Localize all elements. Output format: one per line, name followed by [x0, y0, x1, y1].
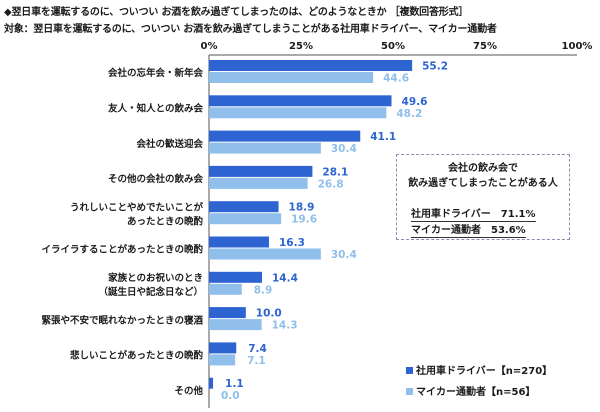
callout-heading-line: 飲み過ぎてしまったことがある人	[408, 178, 558, 189]
category-label: 友人・知人との飲み会	[107, 102, 203, 114]
x-tick-label: 25%	[289, 41, 313, 52]
data-label-driver: 41.1	[370, 131, 396, 143]
bar-commuter	[209, 354, 236, 366]
x-tick-label: 0%	[201, 41, 218, 52]
bar-driver	[209, 307, 246, 319]
category-label: 会社の歓送迎会	[136, 138, 203, 150]
category-label: イライラすることがあったときの晩酌	[41, 244, 203, 256]
category-label: （誕生日や記念日など）	[98, 286, 203, 298]
callout-row-driver: 社用車ドライバー 71.1%	[411, 205, 536, 222]
legend-item-commuter: マイカー通勤者【n=56】	[406, 383, 535, 398]
bar-commuter	[209, 177, 308, 189]
data-label-commuter: 19.6	[291, 214, 317, 226]
bar-commuter	[209, 213, 282, 225]
category-label: 緊張や不安で眠れなかったときの寝酒	[41, 314, 203, 326]
bar-driver	[209, 165, 313, 177]
data-label-driver: 7.4	[248, 343, 267, 355]
callout-box: 会社の飲み会で 飲み過ぎてしまったことがある人 社用車ドライバー 71.1% マ…	[396, 154, 570, 240]
data-label-driver: 10.0	[256, 308, 282, 320]
data-label-driver: 55.2	[422, 61, 448, 73]
category-label: うれしいことやめでたいことが	[70, 201, 204, 213]
bar-driver	[209, 130, 361, 142]
data-label-driver: 49.6	[402, 96, 428, 108]
bar-commuter	[209, 72, 374, 83]
data-label-driver: 28.1	[322, 166, 348, 178]
bar-commuter	[209, 283, 242, 295]
chart-title: ◆翌日車を運転するのに、ついつい お酒を飲み過ぎてしまったのは、どのようなときか…	[4, 7, 469, 18]
data-label-commuter: 0.0	[221, 390, 240, 402]
bar-driver	[209, 201, 279, 213]
legend-label: マイカー通勤者【n=56】	[416, 387, 536, 398]
data-label-commuter: 8.9	[254, 284, 273, 296]
legend-label: 社用車ドライバー【n=270】	[416, 366, 553, 377]
category-label: 会社の忘年会・新年会	[108, 67, 204, 79]
callout-row-commuter: マイカー通勤者 53.6%	[411, 221, 526, 238]
bar-commuter	[209, 107, 387, 119]
bar-driver	[209, 60, 413, 71]
bar-driver	[209, 95, 392, 107]
data-label-driver: 16.3	[279, 237, 305, 249]
category-label: その他の会社の飲み会	[108, 173, 204, 185]
bar-driver	[209, 271, 262, 283]
chart-subtitle: 対象：翌日車を運転するのに、ついつい お酒を飲み過ぎてしまうことがある社用車ドラ…	[4, 24, 497, 35]
callout-heading: 会社の飲み会で 飲み過ぎてしまったことがある人	[397, 161, 569, 191]
bar-driver	[209, 342, 237, 354]
legend-item-driver: 社用車ドライバー【n=270】	[406, 362, 552, 377]
bar-driver	[209, 377, 214, 389]
bar-commuter	[209, 142, 321, 154]
bar-driver	[209, 236, 269, 248]
bar-commuter	[209, 319, 262, 331]
category-label: あったときの晩酌	[127, 215, 204, 227]
x-tick-label: 75%	[473, 41, 497, 52]
data-label-commuter: 7.1	[247, 355, 266, 367]
data-label-commuter: 14.3	[272, 320, 298, 332]
data-label-commuter: 30.4	[331, 249, 357, 261]
data-label-driver: 1.1	[225, 378, 244, 390]
data-label-commuter: 48.2	[396, 108, 422, 120]
legend-swatch-commuter	[406, 388, 413, 395]
data-label-driver: 18.9	[289, 202, 315, 214]
data-label-commuter: 30.4	[331, 143, 357, 155]
data-label-commuter: 44.6	[383, 73, 409, 85]
category-label: その他	[174, 385, 203, 397]
data-label-commuter: 26.8	[318, 178, 344, 190]
data-label-driver: 14.4	[272, 272, 298, 284]
category-label: 家族とのお祝いのとき	[108, 272, 203, 284]
x-tick-label: 100%	[562, 41, 593, 52]
legend-swatch-driver	[406, 367, 413, 374]
x-tick-label: 50%	[381, 41, 405, 52]
bar-commuter	[209, 248, 321, 260]
category-label: 悲しいことがあったときの晩酌	[70, 350, 204, 362]
callout-heading-line: 会社の飲み会で	[448, 163, 518, 174]
